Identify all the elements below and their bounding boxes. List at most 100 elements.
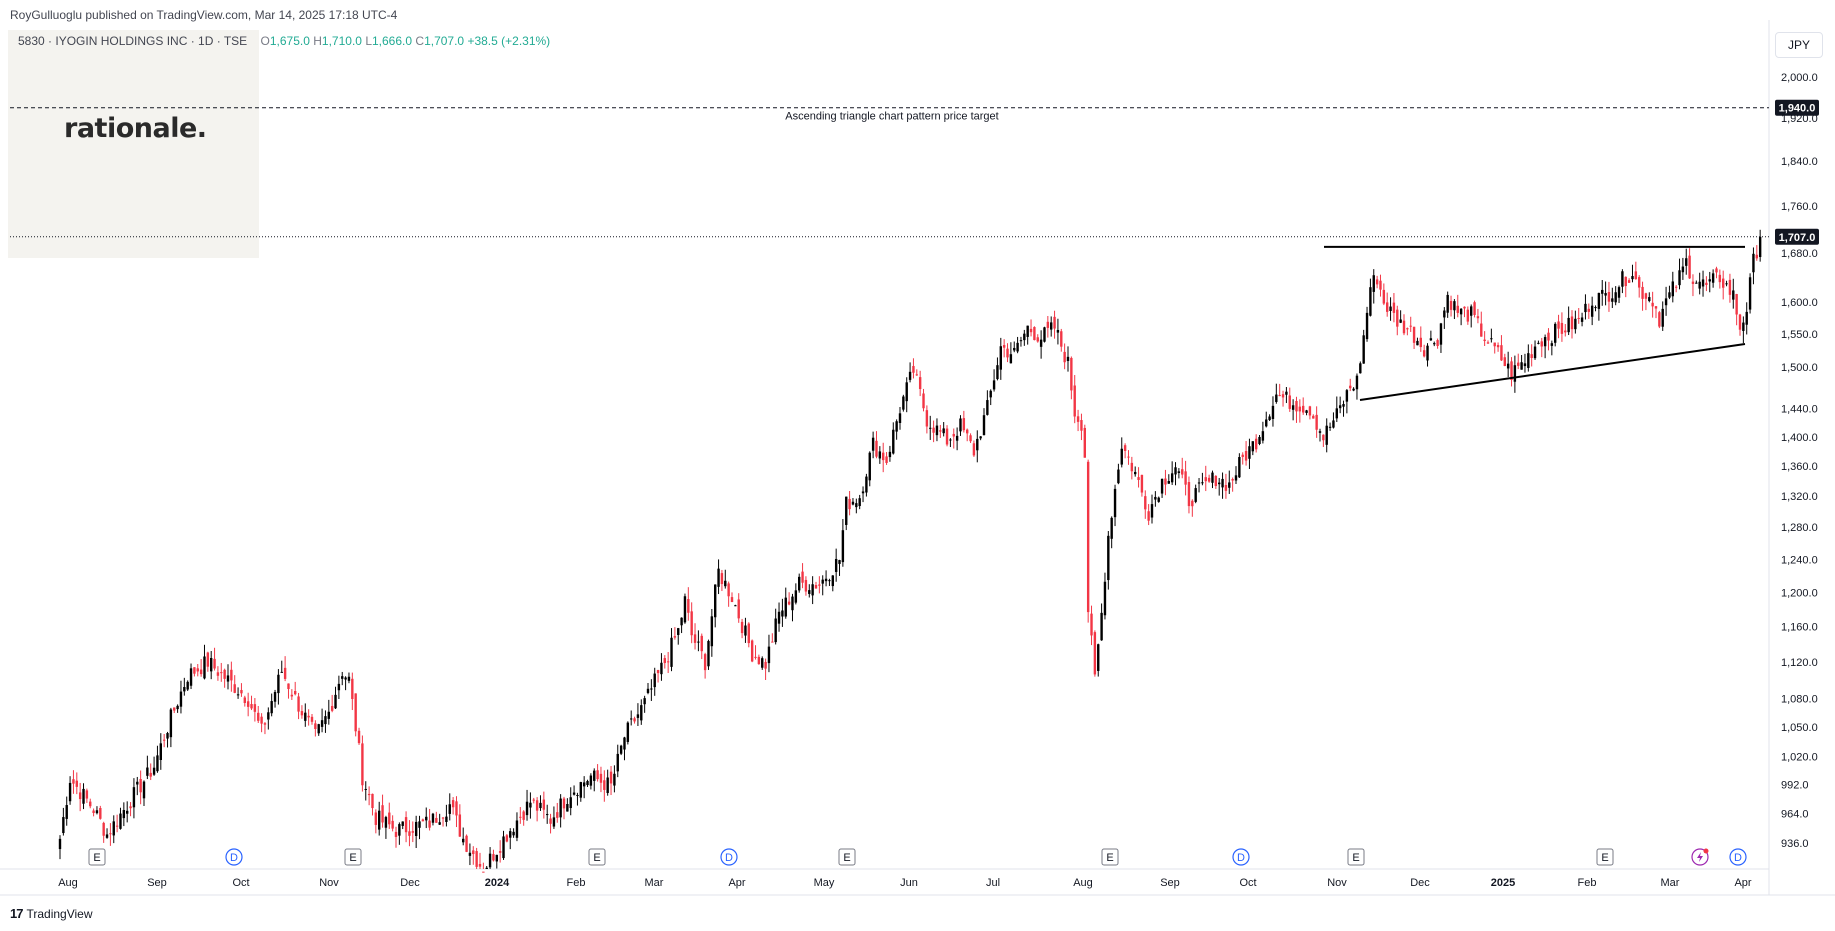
x-tick-label: Aug: [58, 877, 78, 889]
candle-body: [1150, 504, 1154, 518]
candle-body: [223, 669, 226, 679]
candle-body: [539, 802, 542, 809]
candle-body: [1127, 456, 1130, 458]
candle-body: [1638, 277, 1641, 288]
candle-body: [1419, 337, 1422, 348]
candle-body: [1234, 475, 1238, 481]
candle-body: [519, 816, 522, 818]
price-label-box: [1775, 99, 1819, 116]
candle-body: [462, 838, 465, 843]
candle-body: [1137, 477, 1140, 480]
close-label: C: [415, 34, 425, 48]
tradingview-logo[interactable]: 17 TradingView: [10, 906, 93, 921]
x-tick-label: Jun: [900, 877, 918, 889]
candle-body: [707, 640, 710, 667]
candle-body: [126, 810, 129, 814]
candle-body: [1349, 385, 1352, 389]
candle-body: [1315, 414, 1318, 430]
low-label: L: [365, 34, 372, 48]
candle-body: [619, 745, 623, 754]
candle-body: [794, 590, 798, 603]
candle-body: [1039, 339, 1043, 347]
logo-text: rationale.: [64, 113, 207, 144]
candle-body: [230, 669, 233, 681]
candle-body: [92, 810, 95, 814]
candle-body: [257, 712, 260, 721]
dividend-marker: [1729, 848, 1747, 866]
currency-button[interactable]: JPY: [1775, 32, 1823, 58]
dividend-marker: [1232, 848, 1250, 866]
candle-body: [1134, 471, 1137, 475]
candle-body: [1023, 333, 1026, 341]
candle-body: [136, 781, 139, 785]
candle-body: [307, 715, 310, 718]
y-tick-label: 1,280.0: [1781, 522, 1818, 534]
candle-body: [761, 658, 764, 668]
candle-body: [593, 770, 596, 781]
candle-body: [666, 661, 670, 663]
target-annotation: Ascending triangle chart pattern price t…: [785, 111, 998, 123]
tradingview-glyph-icon: 17: [10, 906, 24, 921]
candle-body: [1412, 326, 1416, 343]
candle-body: [344, 677, 347, 680]
candle-body: [1318, 431, 1322, 433]
candle-body: [834, 558, 838, 572]
y-tick-label: 1,840.0: [1781, 156, 1818, 168]
candle-body: [1752, 253, 1755, 273]
candle-body: [1490, 338, 1493, 340]
candle-body: [300, 711, 304, 716]
candle-body: [1207, 477, 1211, 482]
candle-body: [1302, 405, 1305, 413]
candle-body: [673, 636, 677, 638]
candle-body: [112, 821, 115, 836]
candle-body: [996, 365, 999, 380]
candle-body: [408, 831, 411, 836]
candle-body: [1265, 419, 1268, 427]
candle-body: [132, 787, 136, 808]
candle-body: [1520, 362, 1523, 370]
candle-body: [1097, 644, 1100, 671]
earnings-marker-label: E: [593, 852, 600, 864]
change-value: +38.5 (+2.31%): [467, 34, 551, 48]
candle-body: [455, 801, 458, 816]
candle-body: [378, 810, 381, 830]
candle-body: [1476, 316, 1480, 319]
candle-body: [58, 838, 62, 850]
candle-body: [451, 800, 455, 808]
candle-body: [95, 810, 99, 814]
candle-body: [196, 668, 199, 672]
candle-body: [1533, 346, 1537, 359]
candle-body: [905, 382, 908, 402]
candle-body: [566, 804, 569, 812]
candle-body: [845, 496, 848, 525]
candle-body: [677, 628, 680, 635]
candle-body: [1614, 292, 1617, 303]
candle-body: [371, 793, 374, 809]
candle-body: [89, 801, 92, 807]
candle-body: [1540, 341, 1543, 347]
candle-body: [502, 836, 505, 859]
candle-body: [599, 773, 603, 783]
candle-body: [885, 456, 888, 463]
earnings-marker-label: E: [1601, 852, 1608, 864]
candle-body: [1409, 325, 1412, 327]
symbol-description[interactable]: 5830 · IYOGIN HOLDINGS INC · 1D · TSE: [18, 34, 248, 48]
candle-body: [1695, 282, 1698, 284]
candle-body: [1711, 273, 1715, 283]
candle-body: [821, 579, 824, 584]
candle-body: [260, 716, 263, 724]
candle-body: [139, 779, 142, 793]
candle-body: [798, 576, 801, 591]
candle-body: [216, 672, 220, 676]
candle-body: [1100, 612, 1103, 641]
candle-body: [226, 675, 230, 682]
flash-badge: [1703, 848, 1709, 854]
y-tick-label: 1,400.0: [1781, 432, 1818, 444]
candle-body: [1154, 496, 1157, 500]
candle-body: [263, 723, 267, 725]
candle-body: [1002, 345, 1006, 348]
candle-body: [438, 822, 441, 825]
candle-body: [1103, 581, 1107, 616]
candle-body: [861, 491, 865, 494]
